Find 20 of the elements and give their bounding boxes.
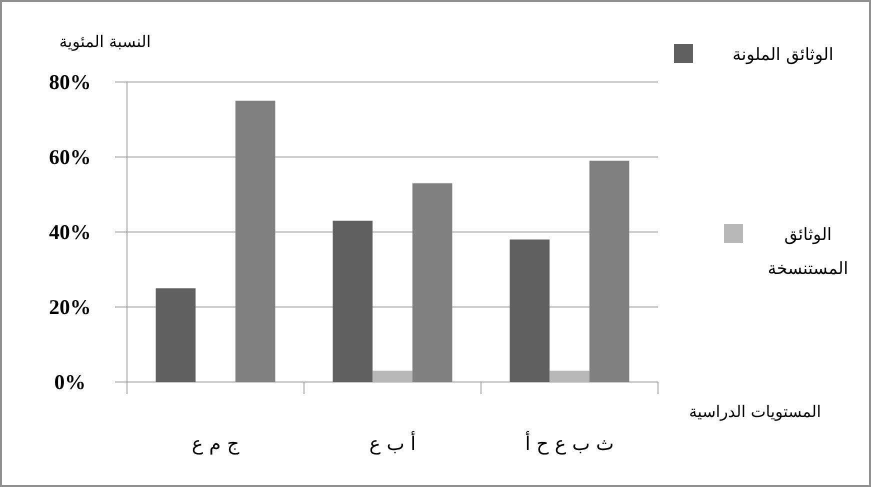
bar (412, 183, 452, 382)
bar (332, 220, 373, 382)
y-tick-label: 80% (49, 70, 91, 94)
bar (510, 240, 550, 382)
y-tick-label: 0% (54, 370, 86, 394)
bar (372, 370, 412, 382)
text: الوثائق المستنسخة (766, 224, 850, 281)
y-tick-label: 60% (49, 145, 91, 169)
legend-label: الوثائق الملونة (732, 44, 834, 67)
x-tick-label: ث ب ع ح أ (525, 431, 614, 455)
x-tick-label: ج م ع (192, 433, 240, 455)
x-tick-label: أ ب ع (369, 431, 416, 455)
bar (156, 288, 196, 382)
bar (589, 160, 630, 382)
y-tick-label: 40% (49, 220, 91, 244)
bar (235, 100, 276, 382)
y-tick-label: 20% (49, 295, 91, 319)
y-axis-title: النسبة المئوية (59, 32, 151, 51)
bar (550, 370, 590, 382)
x-axis-title: المستويات الدراسية (688, 402, 822, 421)
